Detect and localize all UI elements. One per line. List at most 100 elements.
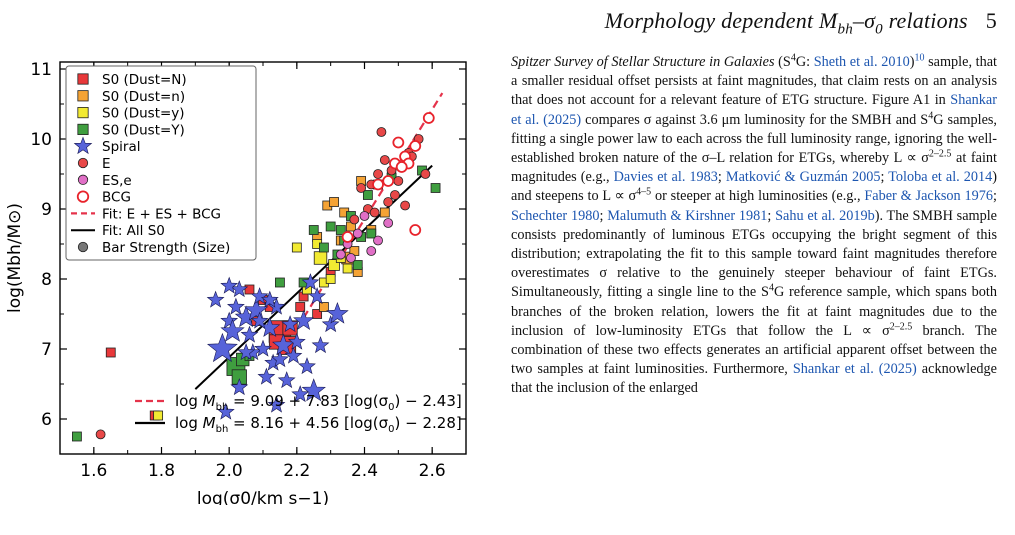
legend-marker [76,190,90,203]
point-spiral [291,385,310,403]
point-s0-dust-y [352,260,363,270]
point-spiral [250,311,269,329]
citation-link[interactable]: Shankar et al. (2025) [511,92,997,128]
point-spiral [298,357,316,375]
legend-marker [77,157,89,169]
point-e [420,169,431,179]
point-bcg [392,136,405,149]
point-s0-dust-y [335,225,346,235]
point-e [379,155,390,165]
footnote-link[interactable]: 10 [914,52,925,64]
citation-link[interactable]: Davies et al. 1983 [613,169,718,186]
point-s0-dust-y [318,242,329,253]
point-s0-dust-y [313,251,328,265]
point-spiral [284,346,303,364]
point-s0-dust-n [379,207,390,218]
point-es-e [373,235,383,246]
y-tick-label: 10 [30,130,52,150]
citation-link[interactable]: Faber & Jackson 1976 [864,188,994,205]
point-e [369,207,380,218]
y-axis-label: log(Mbh/M⊙) [5,203,25,313]
point-s0-dust-y [430,183,441,193]
y-tick-label: 7 [41,340,52,360]
citation-link[interactable]: Schechter 1980 [511,207,600,224]
point-bcg [372,178,384,191]
point-spiral [206,290,225,308]
point-spiral [293,309,315,330]
legend-marker [73,136,93,155]
point-es-e [359,211,370,221]
citation-link[interactable]: Sheth et al. 2010 [813,54,910,70]
legend-marker [77,123,89,135]
x-axis-label: log(σ0/km s−1) [197,489,329,505]
legend-marker [77,90,89,102]
point-spiral [257,367,276,385]
point-spiral [321,315,340,333]
point-e [393,176,404,186]
legend-label: ES,e [102,173,132,189]
point-s0-dust-y [325,221,336,232]
point-s0-dust-n [318,302,329,312]
x-tick-label: 2.6 [419,461,446,481]
y-tick-label: 6 [41,410,52,430]
x-tick-label: 1.8 [148,461,175,481]
point-spiral [240,325,259,343]
point-s0-dust-y [325,274,336,284]
point-spiral [226,297,245,315]
page-number: 5 [985,8,997,33]
y-tick-label: 8 [41,270,52,290]
point-e [356,183,367,193]
point-es-e [366,246,377,256]
legend-marker [77,107,89,119]
citation-link[interactable]: Toloba et al. 2014 [888,169,993,186]
point-spiral [271,333,295,356]
point-spiral [220,318,245,342]
point-s0-dust-y [308,225,319,235]
legend-label: S0 (Dust=n) [102,89,185,105]
point-es-e [335,249,346,260]
point-spiral [260,290,279,308]
point-s0-dust-n [295,302,306,312]
point-spiral [237,343,256,361]
fit-equation: log Mbh = 9.09 + 7.83 [log(σ0) − 2.43] [175,392,462,413]
point-es-e [352,228,363,239]
point-s0-dust-n [329,197,339,207]
point-s0-dust-y [153,410,164,421]
point-spiral [277,371,296,389]
point-bcg [409,224,422,236]
legend-label: S0 (Dust=y) [102,106,185,122]
point-spiral [287,332,306,350]
paragraph: Spitzer Survey of Stellar Structure in G… [511,52,998,397]
point-spiral [311,336,330,354]
point-es-e [383,218,394,228]
citation-link[interactable]: Malumuth & Kirshner 1981 [607,207,768,224]
legend-label: Fit: All S0 [102,223,165,239]
x-tick-label: 2.4 [351,461,378,481]
legend-label: Bar Strength (Size) [102,240,230,256]
point-e [383,197,394,207]
point-es-e [346,253,356,263]
point-spiral [220,311,239,329]
legend-box [65,65,257,261]
citation-link[interactable]: Sahu et al. 2019b [775,207,875,224]
point-spiral [230,378,249,396]
body-text: Spitzer Survey of Stellar Structure in G… [511,53,997,399]
legend-label: Fit: E + ES + BCG [102,206,221,222]
point-e [95,429,106,440]
point-s0-dust-n [105,347,116,358]
point-e [349,214,360,225]
citation-link[interactable]: Matković & Guzmán 2005 [725,169,881,186]
legend-label: BCG [102,190,131,206]
point-spiral [267,395,286,413]
point-spiral [254,339,272,357]
citation-link[interactable]: Shankar et al. (2025) [792,361,917,378]
point-spiral [326,302,349,324]
point-spiral [216,402,235,420]
point-bcg [382,175,395,187]
point-s0-dust-y [291,242,302,253]
figure-mbh-sigma: 1.6 1.8 2.0 2.2 2.4 2.6 6 7 8 9 10 11 S0 (Dust=N) S0… [0,40,495,509]
point-bcg [409,140,422,152]
point-e [390,190,400,200]
legend-marker [77,241,89,253]
